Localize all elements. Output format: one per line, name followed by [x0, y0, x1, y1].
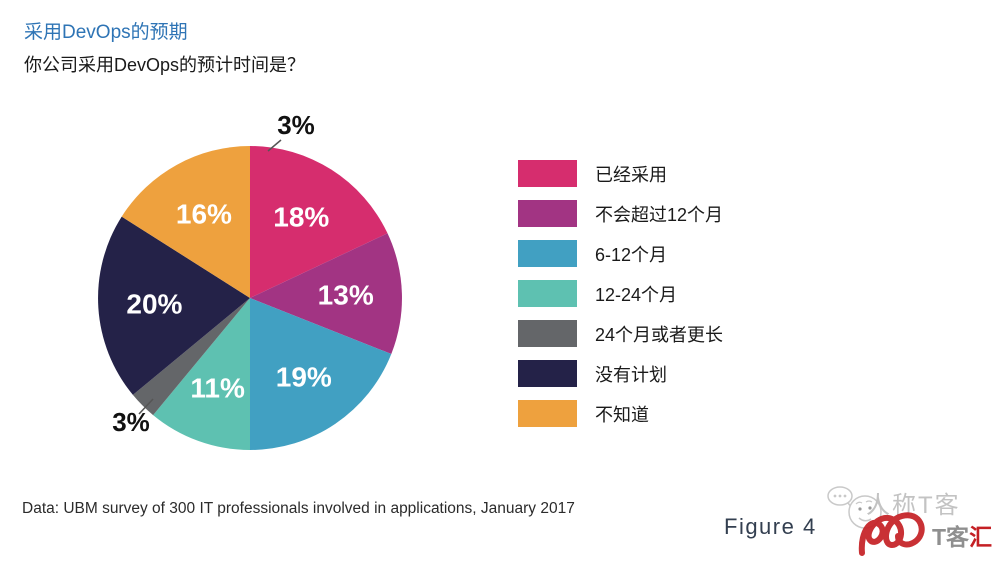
- page-title: 采用DevOps的预期: [24, 22, 188, 43]
- slice-value-label-6: 16%: [176, 199, 232, 230]
- slice-value-label-2: 19%: [276, 362, 332, 393]
- slice-value-label-0: 18%: [273, 202, 329, 233]
- callout-line-4: [138, 398, 154, 415]
- slice-value-label-4: 3%: [112, 407, 150, 437]
- legend-label-2: 6-12个月: [595, 244, 668, 265]
- legend-swatch-5: [518, 360, 577, 387]
- figure-number-label: Figure 4: [724, 514, 817, 539]
- legend-swatch-0: [518, 160, 577, 187]
- legend-item-2: 6-12个月: [518, 240, 878, 267]
- data-source-note: Data: UBM survey of 300 IT professionals…: [22, 500, 575, 517]
- legend-label-3: 12-24个月: [595, 284, 678, 305]
- legend-swatch-3: [518, 280, 577, 307]
- legend-item-3: 12-24个月: [518, 280, 878, 307]
- legend-label-4: 24个月或者更长: [595, 324, 724, 345]
- pie-slice-4: [132, 298, 250, 416]
- pie-slice-2: [250, 298, 392, 450]
- slice-value-label-1: 13%: [318, 280, 374, 311]
- speech-bubble-icon: [827, 486, 853, 509]
- legend-label-6: 不知道: [595, 404, 649, 425]
- chart-legend: 已经采用不会超过12个月 6-12个月 12-24个月 24个月或者更长 没有计划不知道: [518, 160, 878, 440]
- red-swirl-icon: [858, 512, 925, 556]
- pie-slice-5: [98, 216, 251, 395]
- legend-item-0: 已经采用: [518, 160, 878, 187]
- tkehui-watermark-logo: 人称T客 T客汇: [827, 486, 992, 556]
- legend-item-5: 没有计划: [518, 360, 878, 387]
- legend-swatch-1: [518, 200, 577, 227]
- legend-label-0: 已经采用: [595, 164, 667, 185]
- legend-swatch-4: [518, 320, 577, 347]
- annotation-label-0: 3%: [277, 110, 315, 140]
- legend-item-6: 不知道: [518, 400, 878, 427]
- pie-slice-3: [153, 298, 250, 450]
- legend-label-5: 没有计划: [595, 364, 667, 385]
- watermark-subbrand-text: T客汇: [932, 524, 992, 550]
- slice-value-label-5: 20%: [126, 289, 182, 320]
- annotation-line-0: [267, 139, 282, 152]
- slice-value-label-3: 11%: [190, 373, 245, 404]
- legend-swatch-2: [518, 240, 577, 267]
- pie-slice-1: [250, 233, 402, 354]
- chart-question: 你公司采用DevOps的预计时间是？: [24, 55, 306, 75]
- legend-item-4: 24个月或者更长: [518, 320, 878, 347]
- legend-swatch-6: [518, 400, 577, 427]
- pie-slice-6: [121, 146, 250, 298]
- legend-label-1: 不会超过12个月: [595, 204, 724, 225]
- pie-slice-0: [250, 146, 388, 298]
- pie-chart: 18% 13% 19% 11% 3% 20% 16% 3%: [98, 110, 402, 450]
- legend-item-1: 不会超过12个月: [518, 200, 878, 227]
